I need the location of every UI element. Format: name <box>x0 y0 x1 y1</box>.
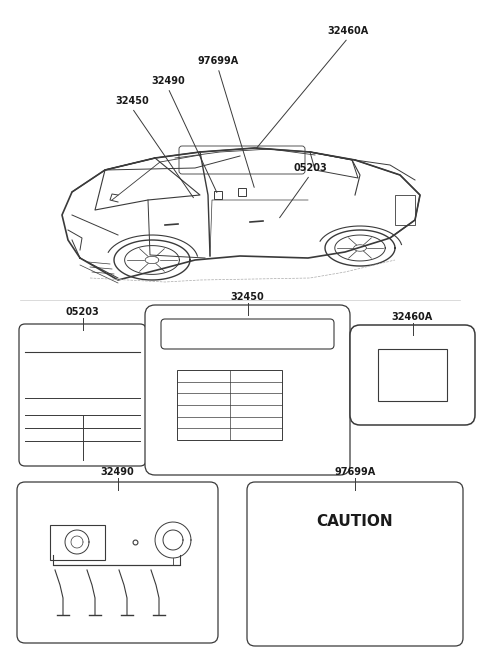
Text: 32450: 32450 <box>230 292 264 302</box>
FancyBboxPatch shape <box>145 305 350 475</box>
Bar <box>238 188 246 196</box>
Text: 05203: 05203 <box>66 307 99 317</box>
Text: 05203: 05203 <box>293 163 327 173</box>
Bar <box>50 525 105 560</box>
Text: CAUTION: CAUTION <box>317 514 393 529</box>
Bar <box>214 191 222 199</box>
FancyBboxPatch shape <box>17 482 218 643</box>
Text: 97699A: 97699A <box>335 467 376 477</box>
Bar <box>177 370 282 440</box>
Text: 32450: 32450 <box>115 96 149 106</box>
FancyBboxPatch shape <box>19 324 146 466</box>
FancyBboxPatch shape <box>247 482 463 646</box>
Text: 97699A: 97699A <box>197 56 239 66</box>
Text: 32460A: 32460A <box>392 312 433 322</box>
FancyBboxPatch shape <box>350 325 475 425</box>
Bar <box>378 349 447 401</box>
Text: 32460A: 32460A <box>327 26 369 36</box>
Text: 32490: 32490 <box>101 467 134 477</box>
FancyBboxPatch shape <box>161 319 334 349</box>
Text: 32490: 32490 <box>151 76 185 86</box>
Bar <box>395 195 415 225</box>
FancyBboxPatch shape <box>179 146 305 174</box>
